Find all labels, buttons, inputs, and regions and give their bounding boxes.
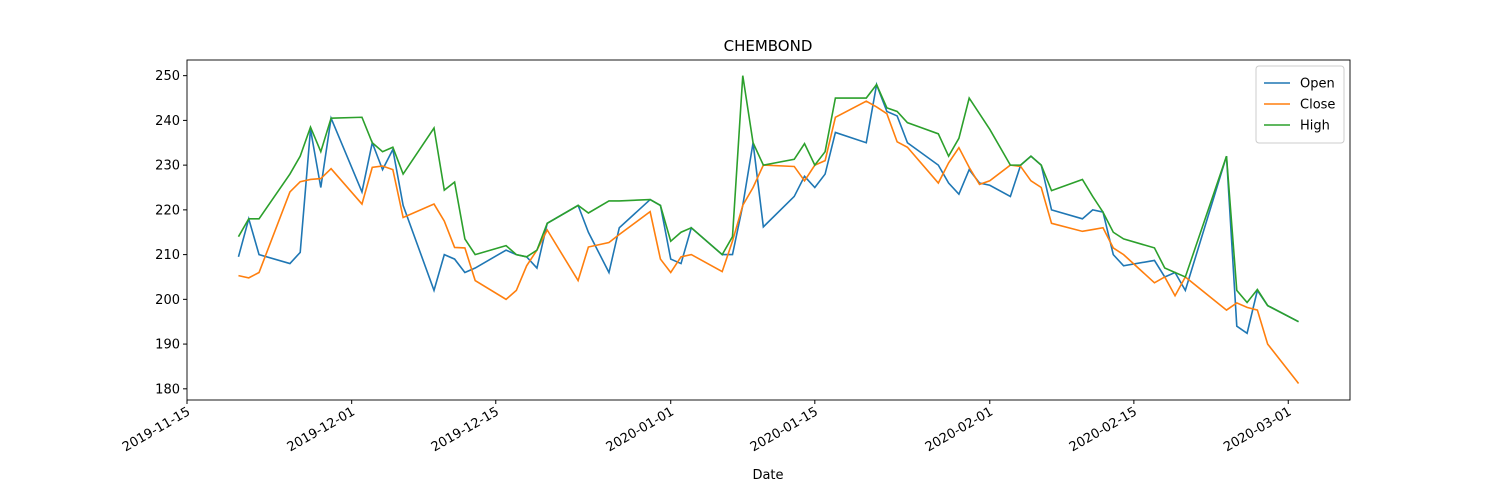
legend-box	[1255, 65, 1345, 144]
y-tick-label: 210	[155, 248, 180, 263]
x-axis-label: Date	[752, 468, 783, 483]
y-tick-label: 200	[155, 293, 180, 308]
data-line	[237, 75, 1299, 323]
y-tick-label: 220	[155, 203, 180, 218]
y-tick-label: 180	[155, 382, 180, 397]
y-tick-label: 230	[155, 159, 180, 174]
legend-label: Open	[1300, 77, 1335, 92]
legend-label: High	[1300, 119, 1330, 134]
y-tick-label: 250	[155, 69, 180, 84]
legend-label: Close	[1300, 98, 1335, 113]
y-tick-label: 240	[155, 114, 180, 129]
plot-frame	[186, 59, 1351, 401]
legend: Open Close High	[1255, 65, 1345, 144]
y-tick-label: 190	[155, 338, 180, 353]
chart-title: CHEMBOND	[724, 37, 813, 55]
